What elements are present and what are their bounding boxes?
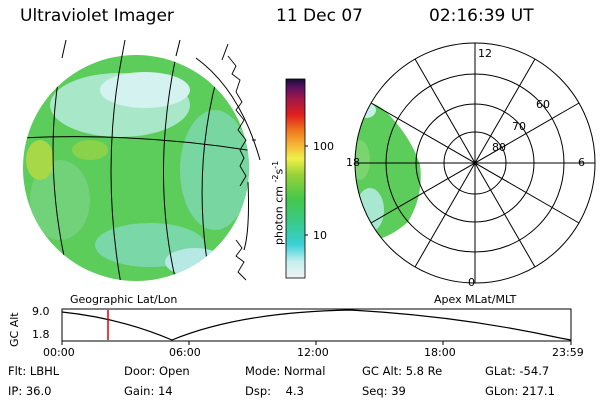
info-gc-alt: GC Alt: 5.8 Re: [362, 364, 443, 378]
colorbar: [285, 78, 308, 279]
altitude-plot: [61, 308, 572, 345]
altitude-xtick-0600: 06:00: [169, 346, 201, 359]
info-glat: GLat: -54.7: [485, 364, 550, 378]
time-label: 02:16:39 UT: [429, 6, 534, 26]
info-door: Door: Open: [124, 364, 190, 378]
mlt-label-0: 0: [468, 276, 475, 289]
info-mode: Mode: Normal: [245, 364, 326, 378]
altitude-ytick-bottom: 1.8: [32, 328, 50, 341]
altitude-xtick-1200: 12:00: [297, 346, 329, 359]
date-label: 11 Dec 07: [276, 6, 363, 26]
colorbar-tick-10: 10: [313, 229, 327, 242]
altitude-xtick-2359: 23:59: [552, 346, 584, 359]
geo-panel-label: Geographic Lat/Lon: [70, 293, 178, 306]
coastline-north: [227, 55, 247, 187]
altitude-xtick-1800: 18:00: [424, 346, 456, 359]
instrument-title: Ultraviolet Imager: [20, 6, 174, 26]
polar-panel-label: Apex MLat/MLT: [434, 293, 517, 306]
info-dsp: Dsp: 4.3: [245, 384, 304, 398]
altitude-ylabel: GC Alt: [8, 312, 21, 347]
polar-plot: [354, 42, 596, 284]
altitude-xtick-0000: 00:00: [43, 346, 75, 359]
info-flt: Flt: LBHL: [8, 364, 60, 378]
info-gain: Gain: 14: [124, 384, 173, 398]
info-ip: IP: 36.0: [8, 384, 52, 398]
info-glon: GLon: 217.1: [485, 384, 555, 398]
mlt-label-6: 6: [578, 156, 585, 169]
altitude-curve: [61, 309, 572, 341]
info-seq: Seq: 39: [362, 384, 406, 398]
mlt-label-12: 12: [478, 47, 492, 60]
mlt-label-18: 18: [346, 156, 360, 169]
colorbar-tick-100: 100: [313, 140, 334, 153]
altitude-ytick-top: 9.0: [32, 305, 50, 318]
mlat-label-60: 60: [536, 98, 550, 111]
colorbar-unit-label: photon cm -2s-1: [271, 160, 286, 245]
geographic-image: [23, 39, 261, 281]
coastline-south: [235, 239, 247, 281]
mlat-label-80: 80: [492, 141, 506, 154]
mlat-label-70: 70: [512, 120, 526, 133]
